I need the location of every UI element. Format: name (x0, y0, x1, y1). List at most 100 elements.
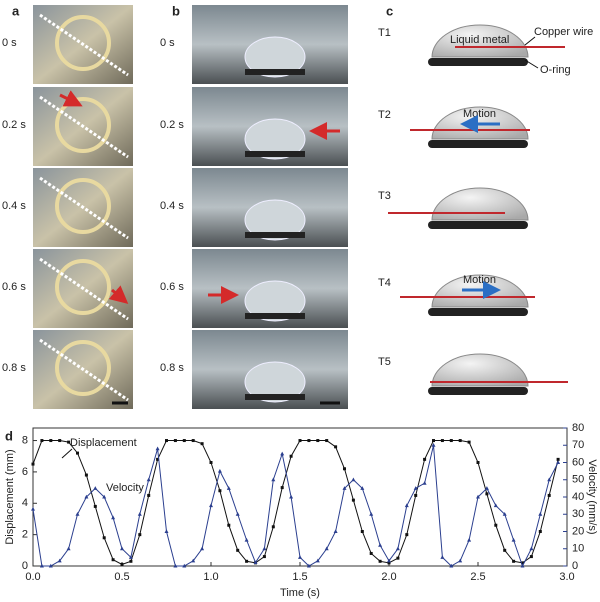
y-tick-label: 0 (22, 560, 28, 572)
point (200, 442, 204, 446)
point (343, 467, 346, 471)
point (316, 439, 320, 443)
arrow (108, 285, 129, 304)
leader (61, 448, 73, 459)
y2-tick-label: 10 (572, 543, 584, 555)
wire (39, 13, 129, 77)
y2-tick-label: 0 (572, 560, 578, 572)
point (244, 537, 249, 542)
point (494, 523, 498, 527)
point (173, 563, 178, 568)
point (511, 537, 516, 542)
o-ring (428, 387, 528, 395)
point (395, 546, 400, 551)
point (146, 477, 151, 482)
point (556, 457, 560, 461)
wire (39, 95, 129, 159)
point (387, 561, 391, 565)
point (315, 558, 320, 563)
point (547, 477, 552, 482)
point (289, 454, 293, 458)
y2-tick-label: 20 (572, 525, 584, 537)
step-label: T3 (378, 190, 391, 202)
dome (431, 187, 529, 221)
y2-axis-label: Velocity (mm/s) (586, 459, 598, 534)
point (67, 440, 71, 444)
point (271, 525, 275, 529)
droplet (55, 340, 111, 396)
point (449, 563, 454, 568)
point (467, 537, 472, 542)
point (538, 530, 542, 533)
y-tick-label: 8 (22, 434, 28, 446)
point (120, 562, 124, 566)
panel-label: a (12, 3, 20, 18)
point (76, 451, 79, 455)
y2-tick-label: 50 (572, 474, 584, 486)
label: Motion (463, 108, 496, 120)
point (138, 533, 142, 537)
point (493, 503, 498, 508)
content: a b 0 s 0 s 0.2 s 0.2 s 0.4 s 0.4 s 0.6 s 0.6 s 0.… (2, 3, 598, 598)
point (298, 439, 302, 443)
label: Motion (463, 274, 496, 286)
step-label: T4 (378, 277, 391, 289)
y-axis-label: Displacement (mm) (4, 449, 16, 544)
point (440, 439, 444, 443)
leader (524, 59, 539, 69)
point (396, 556, 400, 560)
point (120, 546, 124, 551)
label: Liquid metal (450, 34, 509, 46)
point (49, 439, 53, 443)
label: O-ring (540, 64, 571, 76)
point (191, 439, 195, 443)
point (333, 529, 338, 533)
y2-tick-label: 60 (572, 456, 584, 468)
y2-tick-label: 30 (572, 508, 584, 520)
x-tick-label: 0.5 (114, 571, 129, 583)
point (84, 473, 88, 477)
point (155, 446, 160, 451)
point (413, 486, 418, 490)
point (538, 512, 543, 516)
point (182, 563, 187, 568)
point (226, 486, 231, 490)
x-tick-label: 3.0 (559, 571, 574, 583)
o-ring (245, 151, 305, 157)
point (235, 512, 240, 516)
time-label: 0.2 s (2, 119, 26, 131)
point (129, 559, 133, 563)
point (529, 546, 534, 551)
point (520, 563, 525, 568)
point (432, 439, 435, 443)
point (48, 563, 53, 568)
point (360, 486, 365, 490)
y-tick-label: 2 (22, 529, 28, 541)
point (325, 439, 329, 443)
label: Copper wire (534, 26, 593, 38)
panel-label: d (5, 428, 13, 443)
point (245, 559, 249, 563)
point (218, 489, 222, 493)
point (93, 504, 97, 508)
point (111, 558, 115, 562)
droplet (55, 97, 111, 153)
point (31, 462, 35, 466)
point (165, 439, 168, 443)
leader (524, 36, 536, 46)
time-label: 0.8 s (160, 362, 184, 374)
time-label: 0.6 s (160, 281, 184, 293)
dome (431, 353, 529, 387)
point (476, 461, 480, 464)
time-label: 0.4 s (160, 200, 184, 212)
point (503, 548, 507, 552)
x-tick-label: 1.5 (292, 571, 307, 583)
point (147, 493, 151, 497)
point (449, 439, 453, 443)
y2-tick-label: 40 (572, 491, 584, 503)
point (262, 555, 266, 559)
point (360, 530, 364, 533)
point (529, 555, 533, 559)
point (342, 486, 347, 490)
